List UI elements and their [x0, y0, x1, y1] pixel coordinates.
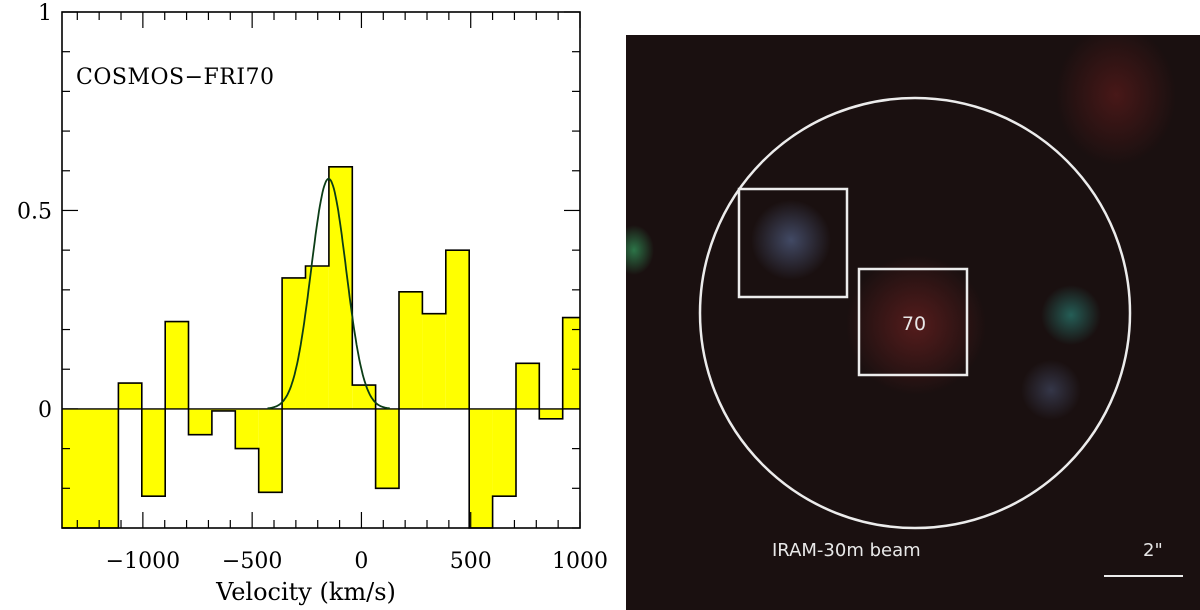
histogram-bin-11	[352, 385, 376, 409]
histogram-bin-18	[515, 363, 540, 409]
sky-image-overlay: 70 IRAM-30m beam 2"	[698, 96, 1183, 577]
histogram-step-outline	[62, 166, 580, 529]
iram-beam-circle	[698, 96, 1132, 530]
chart-title: COSMOS−FRI70	[76, 65, 275, 90]
histogram-bin-1	[118, 383, 142, 409]
y-tick-label: 0.5	[17, 199, 52, 224]
histogram-bin-16	[469, 408, 493, 528]
x-axis-title: Velocity (km/s)	[215, 578, 396, 606]
histogram-bin-10	[328, 166, 353, 409]
plot-frame	[61, 11, 581, 529]
spectrum-chart: −1000 −500 0 500 1000 0 0.5 1 Velocity (km/s) COS…	[17, 1, 608, 606]
histogram-bin-17	[492, 408, 516, 497]
histogram-bin-3	[165, 321, 189, 409]
gaussian-fit-line	[267, 177, 390, 410]
histogram-bin-0	[62, 408, 119, 528]
source-label: 70	[902, 313, 926, 335]
sky-image-panel: 70 IRAM-30m beam 2"	[626, 35, 1200, 610]
histogram-bin-9	[305, 266, 329, 409]
beam-label: IRAM-30m beam	[772, 540, 921, 561]
histogram-bin-12	[375, 408, 400, 489]
x-tick-label: 500	[450, 549, 492, 574]
x-tick-label: 0	[354, 549, 368, 574]
histogram-bin-2	[141, 408, 166, 497]
scale-bar-label: 2"	[1143, 540, 1163, 561]
histogram-bin-13	[399, 291, 423, 409]
x-tick-label: −1000	[106, 549, 180, 574]
histogram-bin-15	[445, 250, 470, 409]
histogram-bin-7	[258, 408, 283, 493]
histogram-bin-14	[422, 313, 446, 409]
histogram-bin-19	[539, 408, 563, 419]
x-tick-label: −500	[222, 549, 282, 574]
x-tick-label: 1000	[552, 549, 608, 574]
histogram-bin-8	[282, 277, 306, 409]
histogram-bin-5	[211, 408, 236, 411]
neighbor-source-box	[737, 187, 849, 299]
y-tick-label: 0	[38, 398, 52, 423]
histogram-bin-6	[235, 408, 259, 449]
histogram-bin-20	[562, 317, 580, 409]
histogram-bin-4	[188, 408, 212, 435]
y-tick-label: 1	[38, 1, 52, 26]
target-source-box	[857, 267, 969, 377]
